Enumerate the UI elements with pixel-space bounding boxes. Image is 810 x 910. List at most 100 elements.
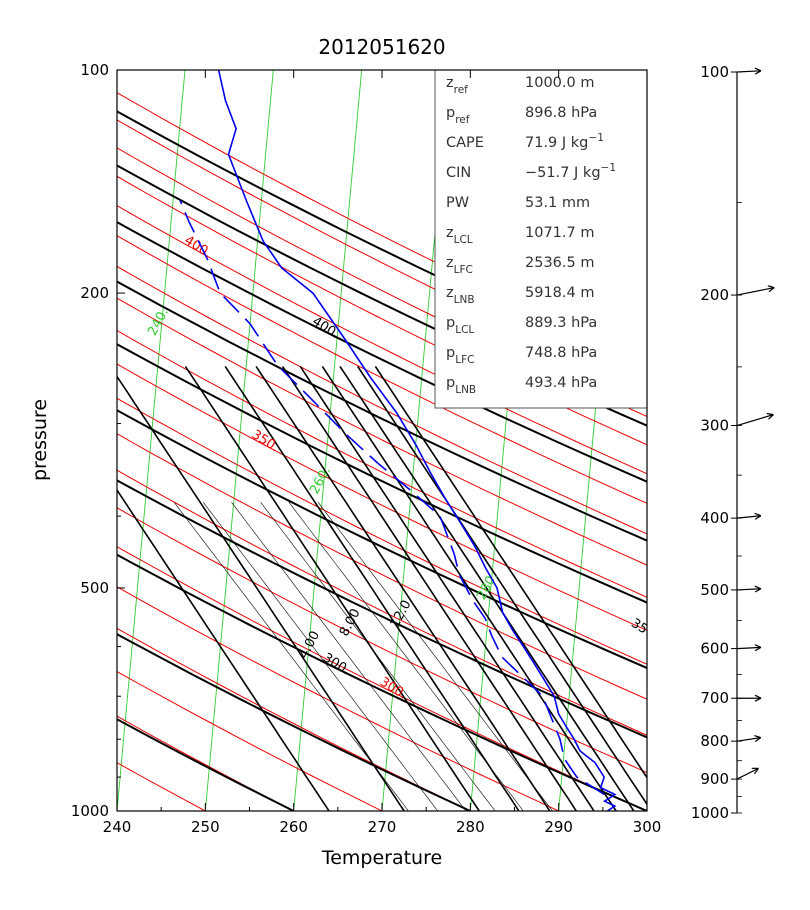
saturation-line — [255, 365, 551, 811]
parameter-value: 889.3 hPa — [525, 315, 597, 331]
saturation-line — [374, 365, 647, 780]
dry-adiabat-line — [117, 235, 647, 504]
wind-level-label: 200 — [700, 286, 729, 304]
parameter-value: 748.8 hPa — [525, 345, 597, 361]
moist-adiabat-line — [117, 409, 647, 670]
moist-adiabat-line — [117, 809, 118, 811]
saturation-line — [184, 365, 480, 811]
parameter-row: pLFC — [446, 345, 474, 366]
wind-barb — [736, 767, 759, 780]
parameter-row: zLFC — [446, 255, 473, 276]
y-tick-label: 200 — [80, 284, 109, 302]
dry-adiabat-line — [117, 119, 647, 390]
dry-adiabat-line — [117, 329, 647, 598]
parameter-table: zref 1000.0 m pref 896.8 hPa CAPE 71.9 J kg−1… — [434, 69, 648, 409]
wind-level-label: 500 — [700, 581, 729, 599]
parameter-value: 71.9 J kg−1 — [525, 132, 604, 151]
wind-level-label: 700 — [700, 689, 729, 707]
x-axis-label: Temperature — [321, 847, 442, 869]
dry-adiabat-line — [117, 627, 471, 811]
isotherm-line — [0, 70, 8, 811]
x-tick-label: 240 — [103, 818, 132, 836]
dry-adiabat-line — [117, 433, 647, 700]
x-tick-label: 300 — [633, 818, 662, 836]
wind-barb — [736, 412, 774, 427]
isotherm-label: 240. — [145, 306, 172, 339]
parameter-row: CIN — [446, 165, 471, 181]
chart-title: 2012051620 — [318, 35, 445, 59]
x-tick-label: 290 — [544, 818, 573, 836]
mixing-ratio-line — [288, 502, 524, 811]
x-tick-label: 280 — [456, 818, 485, 836]
wind-barb — [736, 734, 762, 742]
moist-adiabat-line — [117, 553, 647, 811]
saturation-line — [321, 365, 617, 811]
dry-adiabat-line — [117, 147, 647, 418]
parameter-row: zLCL — [446, 225, 473, 246]
wind-level-label: 1000 — [691, 804, 729, 822]
saturation-line — [281, 365, 577, 811]
parameter-row: pLCL — [446, 315, 474, 336]
wind-barb — [736, 644, 762, 652]
dry-adiabat-line — [117, 469, 647, 736]
dry-adiabat-line — [117, 586, 559, 811]
wind-profile: 100 200 300 400 500 600 700 800 900 1000 — [691, 63, 775, 822]
saturation-line — [299, 365, 595, 811]
wind-barb — [736, 585, 762, 593]
wind-barb — [736, 512, 762, 520]
moist-adiabat-line — [117, 164, 647, 427]
wind-barb — [736, 67, 762, 75]
saturation-line — [339, 365, 635, 811]
y-tick-label: 1000 — [71, 802, 109, 820]
parameter-row: zref — [446, 75, 468, 96]
parameter-value: 53.1 mm — [525, 195, 590, 211]
wind-level-label: 800 — [700, 732, 729, 750]
temperature-profile — [217, 70, 617, 811]
y-axis-label: pressure — [29, 399, 51, 481]
parameter-row: pref — [446, 105, 470, 126]
parameter-table-box — [434, 69, 648, 409]
dry-adiabat-line — [117, 297, 647, 566]
y-tick-label: 500 — [80, 579, 109, 597]
dry-adiabat-line — [117, 507, 647, 774]
parameter-row: CAPE — [446, 135, 484, 151]
wind-level-label: 400 — [700, 509, 729, 527]
mixing-ratio-line — [317, 502, 553, 811]
saturation-line — [357, 365, 647, 806]
isotherm-line — [735, 70, 803, 811]
isotherm-line — [117, 70, 186, 811]
parameter-row: pLNB — [446, 375, 476, 396]
wind-level-label: 300 — [700, 417, 729, 435]
wind-barb — [736, 285, 775, 296]
dry-adiabat-line — [117, 670, 383, 811]
parameter-value: 1000.0 m — [525, 75, 594, 91]
mixing-ratio-line — [260, 502, 496, 811]
moist-adiabat-line — [117, 220, 647, 483]
dry-adiabat-line — [117, 363, 647, 631]
moist-adiabat-line — [117, 633, 471, 811]
moist-adiabat-label: 350. — [628, 616, 661, 644]
dry-adiabat-line — [117, 265, 647, 535]
parameter-value: 896.8 hPa — [525, 105, 597, 121]
parameter-value: 493.4 hPa — [525, 375, 597, 391]
mixing-ratio-line — [202, 502, 438, 811]
mixing-ratio-label: 4.00 — [296, 629, 323, 662]
mixing-ratio-label: 8.00 — [337, 606, 364, 639]
mixing-ratio-line — [231, 502, 467, 811]
dry-adiabat-line — [117, 810, 118, 811]
dry-adiabat-line — [117, 205, 647, 475]
x-tick-label: 260 — [279, 818, 308, 836]
mixing-ratio-line — [173, 502, 409, 811]
dry-adiabat-line — [117, 175, 647, 446]
dry-adiabat-line — [117, 546, 647, 811]
moist-adiabat-line — [117, 343, 647, 604]
moist-adiabat-line — [117, 280, 647, 542]
x-tick-label: 270 — [368, 818, 397, 836]
wind-level-label: 100 — [700, 63, 729, 81]
parameter-value: −51.7 J kg−1 — [525, 162, 616, 181]
dewpoint-profile — [179, 200, 605, 796]
saturation-line — [117, 488, 330, 811]
parameter-value: 2536.5 m — [525, 255, 594, 271]
wind-level-label: 600 — [700, 640, 729, 658]
